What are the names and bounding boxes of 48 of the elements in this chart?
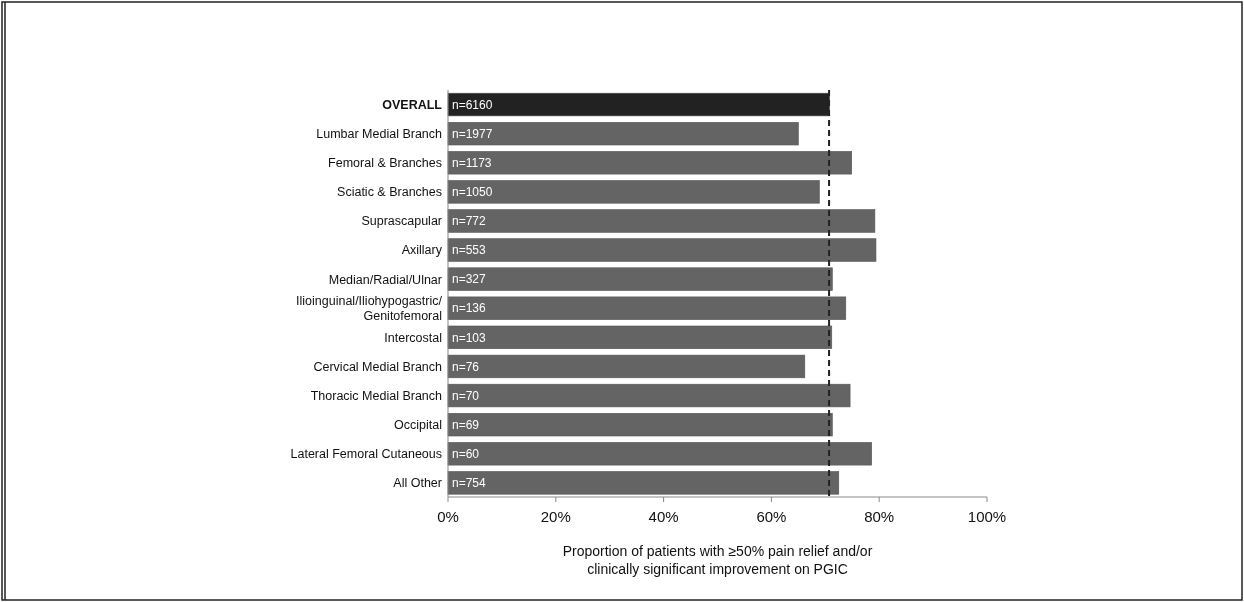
y-tick-label: Femoral & Branches	[328, 156, 442, 171]
annotation: n=70	[452, 388, 480, 403]
y-tick-label: Occipital	[394, 418, 442, 433]
bar	[447, 442, 872, 466]
y-tick-label: Ilioinguinal/Iliohypogastric/ Genitofemoral	[296, 294, 443, 324]
x-tick-label: 100%	[967, 508, 1007, 525]
y-tick-label: Suprascapular	[361, 214, 442, 229]
annotation: n=1173	[452, 155, 492, 170]
y-tick-label: Axillary	[401, 243, 443, 258]
annotation: n=69	[452, 417, 480, 432]
x-tick-label: 0%	[437, 508, 459, 525]
annotation: n=754	[452, 476, 487, 491]
bar	[447, 238, 877, 262]
bar	[447, 209, 876, 233]
bar	[447, 151, 853, 175]
y-tick-label: Sciatic & Branches	[337, 185, 442, 200]
bar	[447, 180, 820, 204]
annotation: n=136	[452, 301, 487, 316]
y-tick-label: All Other	[393, 476, 442, 491]
y-tick-label: OVERALL	[382, 97, 443, 112]
bar	[447, 383, 851, 408]
bar	[447, 413, 833, 437]
annotation: n=553	[452, 243, 487, 258]
bar	[447, 267, 833, 291]
x-tick-label: 80%	[864, 508, 895, 525]
y-tick-label: Intercostal	[384, 330, 442, 345]
y-tick-label: Lumbar Medial Branch	[316, 127, 443, 142]
y-tick-label: Median/Radial/Ulnar	[328, 272, 442, 287]
annotation: n=60	[452, 446, 480, 461]
x-axis-title: Proportion of patients with ≥50% pain relief and/or clinically significant improvement on PGIC	[562, 543, 873, 577]
annotation: n=103	[452, 330, 487, 345]
annotation: n=772	[452, 214, 487, 229]
annotation: n=1050	[452, 185, 493, 200]
y-tick-label: Cervical Medial Branch	[313, 359, 443, 374]
annotation: n=327	[452, 272, 487, 287]
y-tick-label: Thoracic Medial Branch	[310, 388, 443, 403]
bar	[447, 296, 847, 320]
annotation: n=76	[452, 359, 480, 374]
annotation: n=1977	[452, 126, 493, 141]
annotation: n=6160	[452, 97, 493, 112]
x-tick-label: 40%	[648, 508, 679, 525]
bar	[447, 325, 833, 349]
bar	[447, 354, 806, 379]
x-tick-label: 60%	[756, 508, 787, 525]
x-tick-label: 20%	[540, 508, 571, 525]
bar	[447, 122, 799, 146]
bar	[447, 471, 840, 495]
y-tick-label: Lateral Femoral Cutaneous	[290, 447, 442, 462]
